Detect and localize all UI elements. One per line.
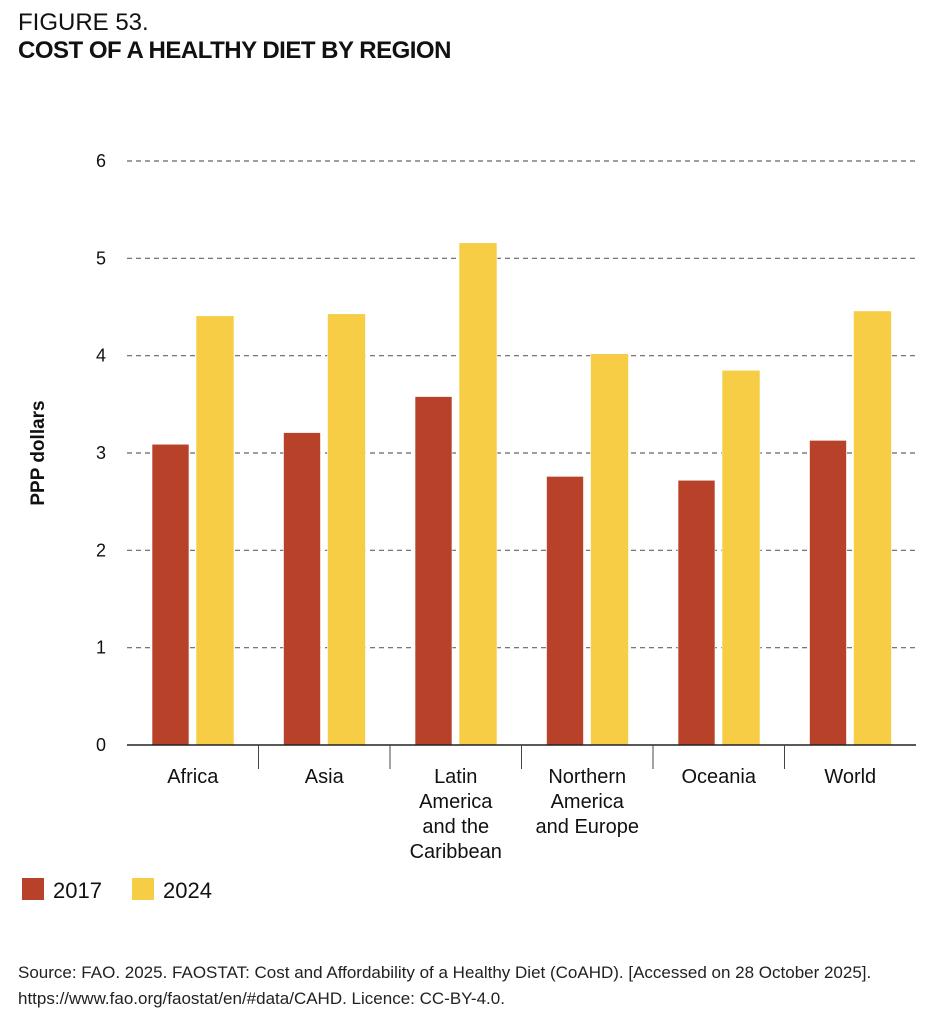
bar-2024: [721, 369, 761, 746]
bar-2017: [809, 440, 847, 746]
y-tick-label: 5: [96, 248, 106, 268]
y-tick-label: 4: [96, 346, 106, 366]
bar-2017: [414, 396, 453, 746]
source-note: Source: FAO. 2025. FAOSTAT: Cost and Aff…: [18, 963, 872, 1008]
legend-swatch: [132, 878, 154, 900]
y-tick-label: 1: [96, 638, 106, 658]
bar-2017: [283, 432, 321, 746]
legend-label: 2017: [53, 878, 102, 903]
bar-2017: [546, 476, 584, 746]
x-tick-label: America: [419, 791, 493, 813]
x-tick-label: Latin: [434, 766, 477, 788]
x-tick-label: Oceania: [682, 766, 757, 788]
x-tick-label: Caribbean: [410, 841, 502, 863]
bar-2024: [853, 310, 892, 746]
chart-title: COST OF A HEALTHY DIET BY REGION: [18, 37, 451, 64]
bar-2024: [590, 353, 629, 746]
x-tick-label: World: [824, 766, 876, 788]
x-tick-label: America: [551, 791, 625, 813]
x-tick-label: and Europe: [536, 816, 639, 838]
x-tick-label: Northern: [548, 766, 626, 788]
bar-2017: [677, 479, 716, 746]
y-tick-label: 6: [96, 151, 106, 171]
bar-chart: 0 1 2 3 4 5 6 PPP dollars Africa Asia Latin America…: [22, 151, 916, 903]
bar-2024: [195, 315, 235, 746]
x-tick-label: Africa: [167, 766, 219, 788]
y-tick-label: 0: [96, 735, 106, 755]
x-tick-label: and the: [422, 816, 489, 838]
y-axis-label: PPP dollars: [28, 400, 49, 505]
y-tick-label: 2: [96, 540, 106, 560]
figure-label: FIGURE 53.: [18, 9, 149, 36]
bar-2024: [327, 313, 366, 746]
bar-2024: [458, 242, 498, 746]
legend-label: 2024: [163, 878, 212, 903]
y-tick-label: 3: [96, 443, 106, 463]
x-tick-label: Asia: [305, 766, 345, 788]
bar-2017: [151, 443, 190, 746]
legend-swatch: [22, 878, 44, 900]
